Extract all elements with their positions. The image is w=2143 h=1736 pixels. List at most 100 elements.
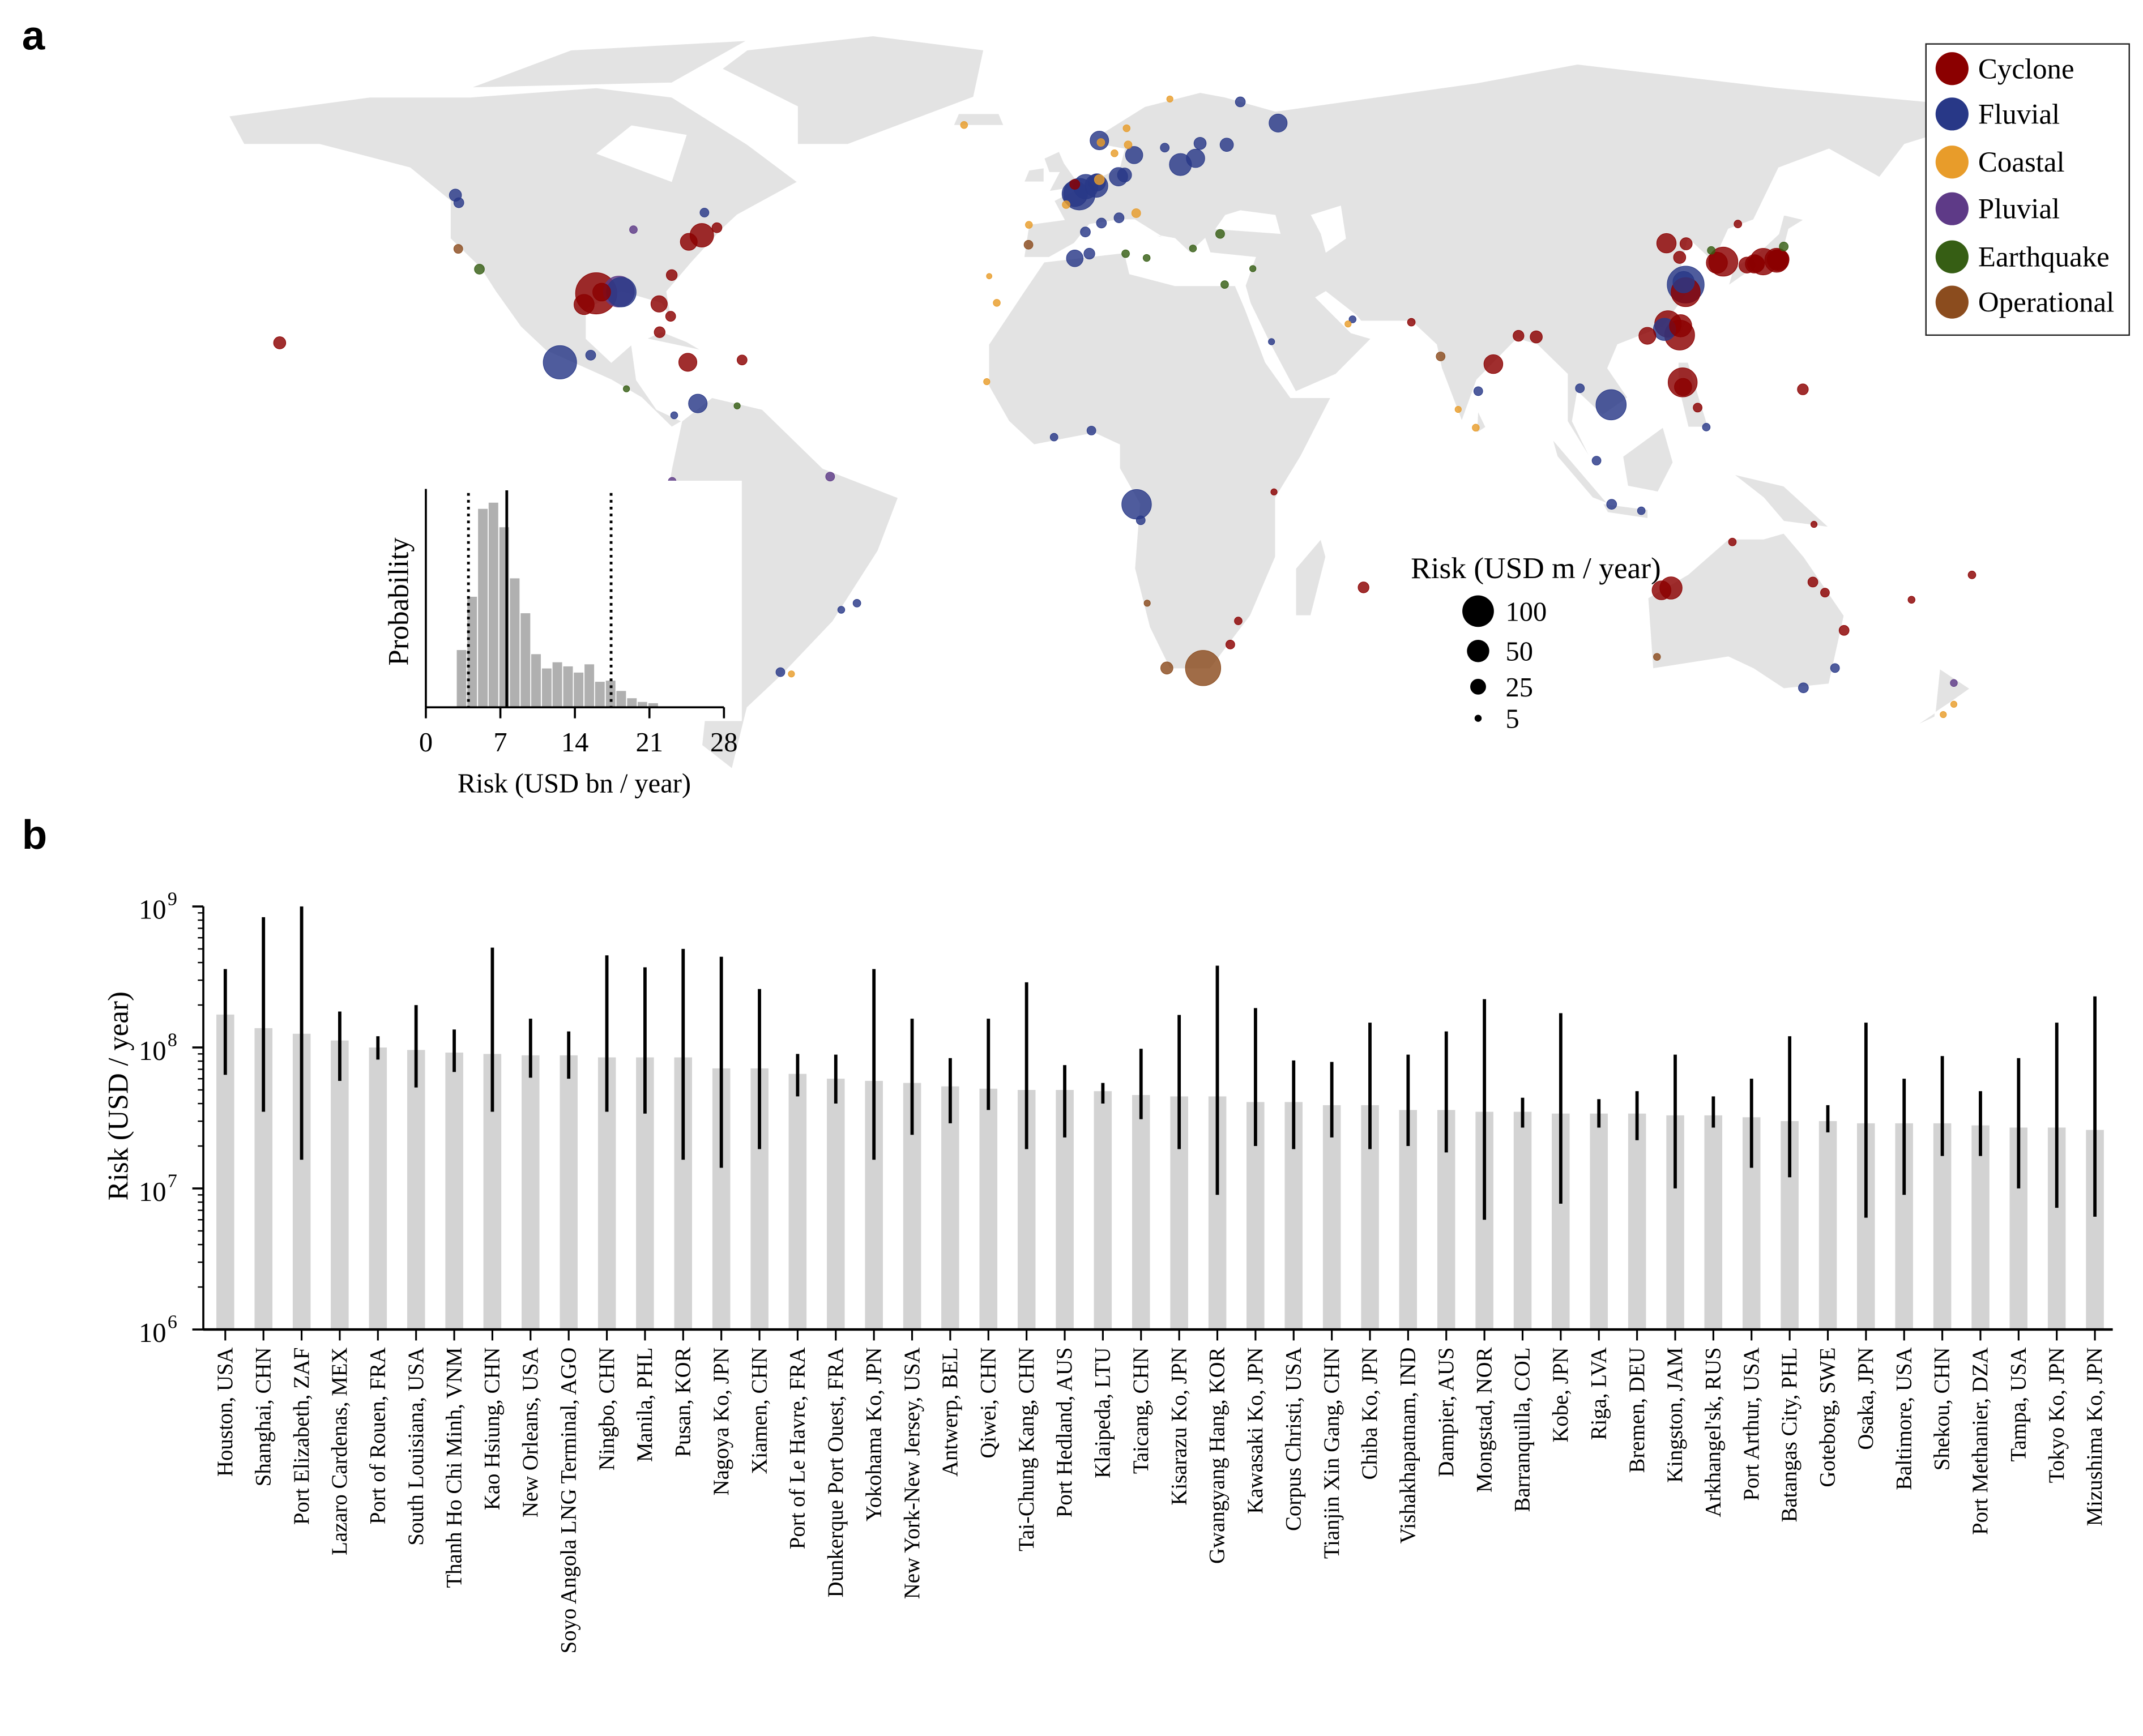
- inset-x-axis-label: Risk (USD bn / year): [458, 769, 691, 799]
- inset-x-tick-label: 28: [710, 728, 738, 758]
- port-label: Soyo Angola LNG Terminal, AGO: [556, 1348, 580, 1654]
- risk-bubble-cyclone: [1820, 588, 1830, 598]
- risk-bubble-coastal: [1096, 138, 1105, 147]
- land-new-guinea: [1733, 473, 1830, 528]
- land-australia: [1647, 532, 1845, 689]
- legend-swatch-pluvial: [1935, 192, 1969, 225]
- y-tick-exponent: 8: [168, 1030, 177, 1051]
- risk-bubble-cyclone: [737, 354, 748, 366]
- risk-bubble-coastal: [1940, 711, 1947, 719]
- risk-bubble-fluvial: [1702, 423, 1711, 431]
- risk-bubble-fluvial: [1348, 315, 1357, 323]
- port-label: Tokyo Ko, JPN: [2044, 1348, 2069, 1483]
- y-tick-base: 10: [139, 1177, 167, 1207]
- risk-bubble-coastal: [1111, 149, 1119, 157]
- risk-bubble-fluvial: [1125, 146, 1143, 164]
- risk-bubble-cyclone: [1069, 179, 1081, 190]
- legend-label-cyclone: Cyclone: [1978, 53, 2074, 85]
- risk-bubble-coastal: [1131, 208, 1141, 218]
- risk-bubble-fluvial: [1830, 663, 1840, 673]
- risk-bubble-fluvial: [1606, 499, 1617, 510]
- port-label: Batangas City, PHL: [1777, 1348, 1802, 1523]
- risk-bar: [369, 1047, 387, 1330]
- risk-bar: [1971, 1125, 1990, 1330]
- risk-bubble-fluvial: [670, 411, 678, 420]
- risk-bubble-pluvial: [1950, 679, 1958, 687]
- port-label: Vishakhapatnam, IND: [1395, 1348, 1420, 1544]
- risk-bubble-coastal: [1122, 124, 1130, 132]
- risk-bubble-cyclone: [711, 222, 723, 233]
- legend-label-pluvial: Pluvial: [1978, 194, 2060, 225]
- port-label: Mizushima Ko, JPN: [2082, 1348, 2107, 1527]
- risk-bubble-fluvial: [1235, 96, 1246, 108]
- y-axis-label: Risk (USD / year): [103, 991, 135, 1200]
- risk-bubble-cyclone: [574, 294, 595, 315]
- risk-bubble-coastal: [1344, 320, 1352, 328]
- y-tick-exponent: 7: [168, 1171, 177, 1192]
- risk-bubble-cyclone: [1407, 318, 1416, 327]
- risk-bar: [522, 1055, 540, 1330]
- y-tick-base: 10: [139, 895, 167, 925]
- risk-bubble-cyclone: [678, 353, 698, 372]
- risk-bubble-operational: [1653, 653, 1661, 661]
- legend-label-fluvial: Fluvial: [1978, 99, 2060, 130]
- histogram-bar: [648, 703, 658, 708]
- risk-bubble-cyclone: [1738, 256, 1756, 273]
- risk-bubble-earthquake: [1215, 229, 1225, 239]
- risk-bar: [331, 1040, 349, 1330]
- risk-bubble-earthquake: [733, 402, 741, 409]
- port-label: Port Hedland, AUS: [1052, 1348, 1077, 1518]
- risk-bubble-pluvial: [629, 225, 638, 234]
- risk-bubble-cyclone: [1656, 233, 1677, 254]
- port-label: New Orleans, USA: [518, 1348, 543, 1518]
- port-label: Houston, USA: [213, 1348, 237, 1477]
- port-label: New York-New Jersey, USA: [900, 1348, 924, 1600]
- risk-bar: [1094, 1091, 1112, 1330]
- risk-bubble-earthquake: [1121, 249, 1130, 258]
- port-label: Barranquilla, COL: [1510, 1348, 1535, 1512]
- risk-bubble-coastal: [1094, 174, 1105, 185]
- risk-bubble-coastal: [788, 670, 795, 678]
- risk-bar: [1704, 1115, 1723, 1330]
- risk-bubble-coastal: [1124, 140, 1133, 149]
- size-legend-title: Risk (USD m / year): [1411, 551, 1661, 585]
- risk-bar: [560, 1055, 578, 1330]
- risk-bubble-fluvial: [1268, 338, 1275, 345]
- port-label: Bremen, DEU: [1625, 1348, 1649, 1473]
- histogram-bar: [584, 664, 595, 708]
- port-label: Antwerp, BEL: [938, 1348, 962, 1477]
- risk-histogram-inset: 0 7 14 21 28 Risk (USD bn / year) Probability: [383, 480, 742, 799]
- size-legend-label: 5: [1506, 704, 1519, 734]
- risk-bubble-cyclone: [1679, 237, 1693, 250]
- port-label: Pusan, KOR: [671, 1347, 695, 1457]
- legend-swatch-cyclone: [1935, 52, 1969, 85]
- legend-swatch-fluvial: [1935, 97, 1969, 131]
- risk-bubble-cyclone: [680, 233, 698, 251]
- port-label: Thanh Ho Chi Minh, VNM: [442, 1348, 466, 1588]
- risk-bar: [1132, 1094, 1150, 1330]
- risk-bubble-fluvial: [1193, 136, 1207, 150]
- risk-bar: [941, 1086, 959, 1330]
- port-label: Nagoya Ko, JPN: [709, 1348, 733, 1496]
- y-tick-label: 10: [139, 1318, 167, 1348]
- risk-bubble-coastal: [993, 299, 1001, 307]
- risk-bubble-coastal: [1062, 200, 1070, 209]
- risk-bubble-earthquake: [1142, 254, 1151, 262]
- risk-bubble-cyclone: [1234, 617, 1243, 625]
- port-label: Lazaro Cardenas, MEX: [327, 1348, 352, 1555]
- y-tick-base: 10: [139, 1318, 167, 1348]
- histogram-bar: [478, 508, 488, 708]
- port-label: Dunkerque Port Ouest, FRA: [823, 1348, 848, 1598]
- land-eurasia: [1023, 63, 1980, 463]
- risk-bubble-fluvial: [1083, 247, 1095, 260]
- risk-bubble-fluvial: [606, 277, 637, 307]
- risk-bubble-cyclone: [273, 336, 287, 349]
- port-label: Mongstad, NOR: [1472, 1347, 1496, 1493]
- port-risk-bar-chart: Houston, USA Shanghai, CHN Port Elizabeth,…: [103, 888, 2113, 1653]
- risk-bubble-coastal: [1950, 700, 1958, 708]
- risk-bubble-cyclone: [1357, 581, 1369, 593]
- port-label: Dampier, AUS: [1434, 1348, 1458, 1477]
- risk-bubble-cyclone: [1483, 354, 1504, 374]
- risk-bubble-cyclone: [1838, 625, 1850, 636]
